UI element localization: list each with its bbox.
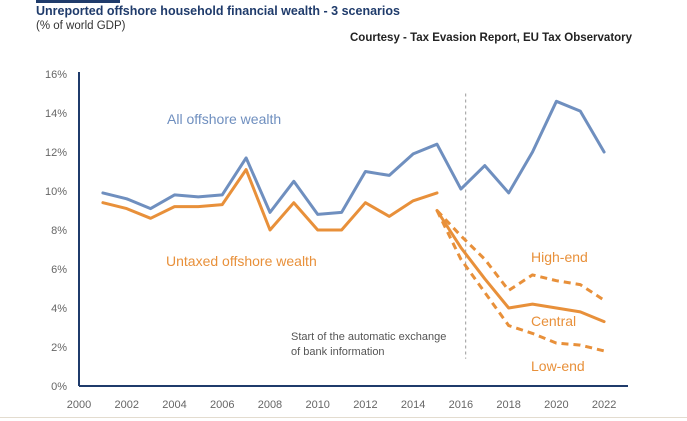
label-exchange-line2: of bank information xyxy=(291,346,385,358)
label-high-end: High-end xyxy=(531,249,588,265)
title-accent-bar xyxy=(36,0,120,3)
series-line-untaxed-offshore-wealth xyxy=(101,168,439,232)
x-tick-label: 2008 xyxy=(258,399,282,411)
series-line-all-offshore-wealth xyxy=(101,99,606,216)
y-tick-label: 0% xyxy=(51,381,67,393)
series-layer xyxy=(101,99,606,353)
x-tick-label: 2006 xyxy=(210,399,234,411)
x-tick-label: 2014 xyxy=(401,399,425,411)
y-tick-label: 12% xyxy=(45,147,67,159)
label-untaxed: Untaxed offshore wealth xyxy=(166,253,317,269)
x-tick-label: 2020 xyxy=(544,399,568,411)
courtesy-note: Courtesy - Tax Evasion Report, EU Tax Ob… xyxy=(350,32,633,44)
y-axis-ticks: 0% 2% 4% 6% 8% 10% 12% 14% 16% xyxy=(45,69,67,393)
y-tick-label: 16% xyxy=(45,69,67,81)
y-tick-label: 4% xyxy=(51,303,67,315)
x-tick-label: 2010 xyxy=(305,399,329,411)
y-tick-label: 8% xyxy=(51,225,67,237)
series-line-central xyxy=(435,209,606,324)
x-tick-label: 2000 xyxy=(67,399,91,411)
bottom-divider xyxy=(0,417,687,418)
chart-title: Unreported offshore household financial … xyxy=(36,4,400,18)
y-tick-label: 10% xyxy=(45,186,67,198)
label-all-offshore: All offshore wealth xyxy=(167,111,281,127)
x-tick-label: 2022 xyxy=(592,399,616,411)
x-tick-label: 2002 xyxy=(114,399,138,411)
label-central: Central xyxy=(531,313,576,329)
x-tick-label: 2012 xyxy=(353,399,377,411)
x-axis-ticks: 2000 2002 2004 2006 2008 2010 2012 2014 2016 2018… xyxy=(67,399,617,411)
x-tick-label: 2016 xyxy=(449,399,473,411)
chart-subtitle: (% of world GDP) xyxy=(36,20,126,32)
series-line-high-end xyxy=(435,209,605,302)
y-tick-label: 6% xyxy=(51,264,67,276)
x-tick-label: 2004 xyxy=(162,399,186,411)
y-tick-label: 14% xyxy=(45,108,67,120)
x-tick-label: 2018 xyxy=(496,399,520,411)
label-low-end: Low-end xyxy=(531,358,585,374)
y-tick-label: 2% xyxy=(51,342,67,354)
label-exchange-line1: Start of the automatic exchange xyxy=(291,331,446,343)
series-line-low-end xyxy=(435,209,605,353)
